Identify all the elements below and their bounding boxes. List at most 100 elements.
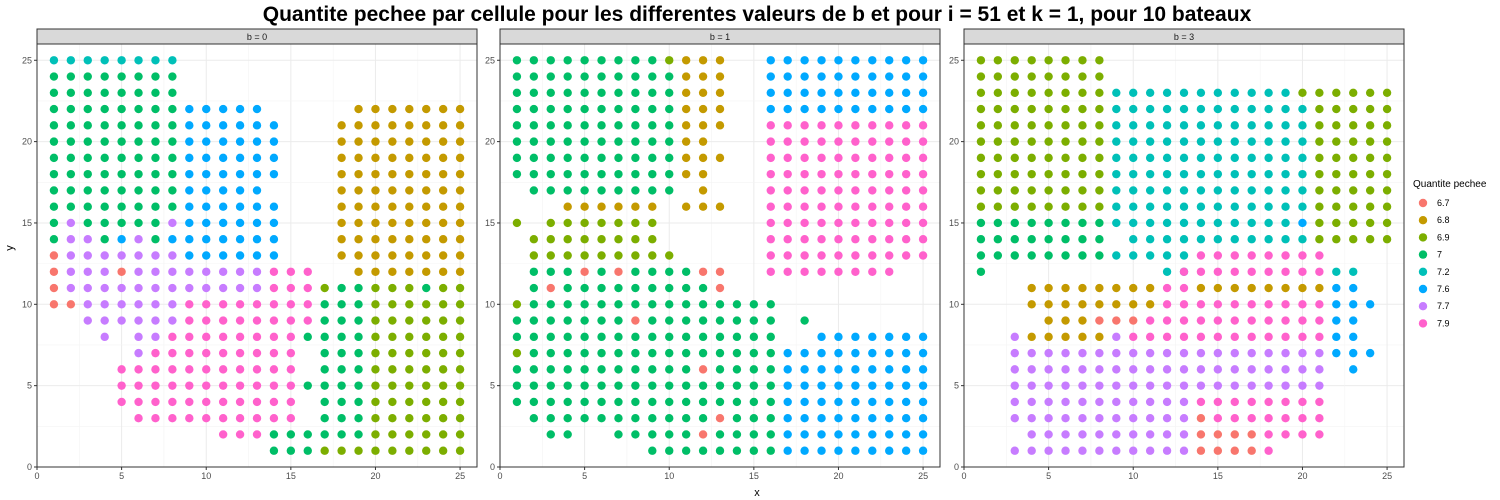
data-point	[715, 332, 725, 342]
data-point	[286, 365, 296, 374]
data-point	[817, 153, 826, 163]
data-point	[851, 88, 860, 98]
data-point	[580, 300, 589, 309]
y-tick-label: 10	[485, 299, 495, 309]
data-point	[665, 365, 674, 374]
data-point	[337, 218, 346, 228]
data-point	[252, 267, 262, 276]
data-point	[1112, 251, 1121, 260]
data-point	[202, 235, 211, 244]
data-point	[749, 332, 759, 342]
data-point	[1315, 121, 1324, 130]
y-tick-label: 25	[22, 55, 32, 65]
data-point	[100, 88, 109, 98]
data-point	[563, 169, 572, 179]
data-point	[1315, 169, 1324, 179]
data-point	[1078, 235, 1087, 244]
data-point	[597, 251, 606, 260]
data-point	[438, 267, 448, 276]
data-point	[1179, 365, 1189, 374]
data-point	[546, 413, 555, 423]
data-point	[580, 235, 589, 244]
data-point	[800, 72, 809, 81]
data-point	[117, 267, 126, 276]
data-point	[1027, 283, 1036, 293]
data-point	[185, 316, 194, 325]
data-point	[885, 186, 894, 195]
data-point	[817, 348, 826, 358]
data-point	[800, 88, 809, 98]
data-point	[529, 121, 539, 130]
data-point	[901, 88, 911, 98]
data-point	[800, 186, 809, 195]
data-point	[648, 137, 657, 146]
data-point	[834, 137, 843, 146]
data-point	[371, 169, 380, 179]
data-point	[597, 235, 606, 244]
data-point	[455, 413, 465, 423]
data-point	[405, 446, 414, 455]
data-point	[800, 202, 809, 211]
data-point	[614, 397, 623, 407]
data-point	[1213, 137, 1223, 146]
data-point	[681, 348, 691, 358]
data-point	[218, 381, 228, 390]
data-point	[438, 316, 448, 325]
data-point	[749, 348, 759, 358]
data-point	[1230, 121, 1239, 130]
data-point	[597, 121, 606, 130]
data-point	[1315, 267, 1324, 276]
data-point	[918, 137, 928, 146]
data-point	[388, 186, 397, 195]
data-point	[546, 56, 555, 65]
data-point	[83, 169, 92, 179]
data-point	[885, 446, 894, 455]
data-point	[1382, 153, 1392, 163]
data-point	[1145, 153, 1155, 163]
data-point	[235, 365, 245, 374]
data-point	[631, 365, 640, 374]
data-point	[1247, 251, 1256, 260]
data-point	[1196, 300, 1206, 309]
data-point	[455, 186, 465, 195]
data-point	[1179, 267, 1189, 276]
data-point	[901, 202, 911, 211]
data-point	[868, 202, 877, 211]
data-point	[117, 186, 126, 195]
data-point	[455, 104, 465, 114]
y-axis-label: y	[4, 245, 16, 251]
data-point	[834, 121, 843, 130]
data-point	[563, 153, 572, 163]
data-point	[1264, 300, 1273, 309]
data-point	[851, 235, 860, 244]
data-point	[117, 235, 126, 244]
data-point	[1196, 235, 1206, 244]
data-point	[371, 332, 380, 342]
data-point	[218, 283, 228, 293]
data-point	[1213, 316, 1223, 325]
data-point	[1281, 300, 1290, 309]
data-point	[422, 397, 431, 407]
data-point	[1095, 381, 1104, 390]
data-point	[303, 381, 312, 390]
data-point	[422, 202, 431, 211]
data-point	[1078, 251, 1087, 260]
data-point	[168, 332, 177, 342]
data-point	[371, 413, 380, 423]
data-point	[168, 72, 177, 81]
data-point	[1061, 446, 1070, 455]
data-point	[580, 186, 589, 195]
data-point	[371, 316, 380, 325]
data-point	[134, 316, 143, 325]
data-point	[1145, 381, 1155, 390]
data-point	[337, 235, 346, 244]
data-point	[1264, 104, 1273, 114]
data-point	[766, 251, 775, 260]
y-tick-label: 20	[485, 137, 495, 147]
data-point	[749, 365, 759, 374]
data-point	[269, 153, 279, 163]
data-point	[1298, 235, 1307, 244]
data-point	[1213, 300, 1223, 309]
